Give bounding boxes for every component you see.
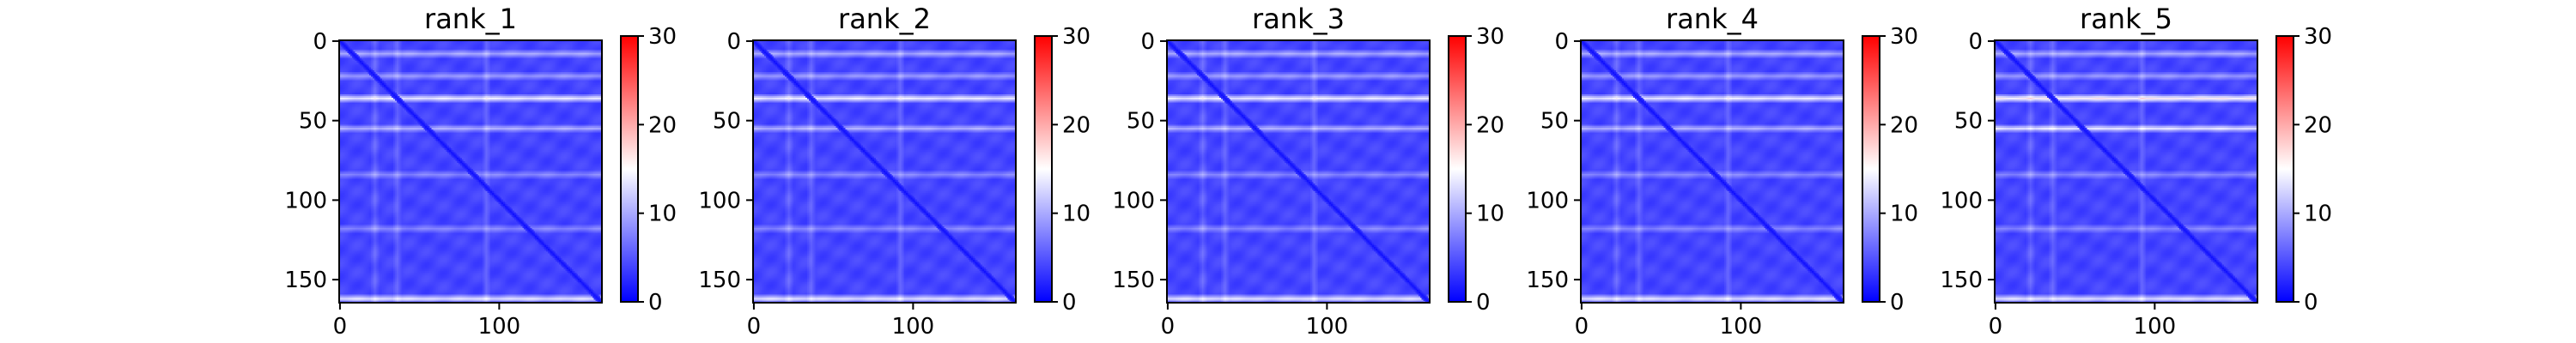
heatmap-image xyxy=(339,40,602,303)
x-tick-label: 100 xyxy=(2134,314,2177,340)
panel-title: rank_5 xyxy=(2080,3,2172,35)
y-tick-label: 100 xyxy=(1526,188,1569,214)
y-tick-label: 100 xyxy=(698,188,741,214)
axes-frame xyxy=(1994,39,2258,304)
heatmap-image xyxy=(1167,40,1430,303)
colorbar xyxy=(1862,36,1880,302)
colorbar-tick-label: 30 xyxy=(1062,24,1091,50)
x-tick-label: 0 xyxy=(1989,314,2003,340)
colorbar-tick-label: 20 xyxy=(648,112,677,138)
y-tick-label: 100 xyxy=(284,188,327,214)
colorbar xyxy=(1035,36,1052,302)
colorbar-tick-label: 10 xyxy=(1476,202,1504,227)
colorbar-tick-label: 0 xyxy=(648,290,663,316)
axes-frame xyxy=(338,39,603,304)
colorbar-frame xyxy=(1448,35,1467,303)
y-tick-label: 0 xyxy=(1140,29,1155,55)
y-tick-label: 0 xyxy=(1554,29,1569,55)
colorbar-tick-label: 20 xyxy=(1476,112,1504,138)
y-tick-label: 50 xyxy=(713,109,741,135)
heatmap-image xyxy=(1581,40,1844,303)
y-tick-label: 50 xyxy=(1127,109,1155,135)
y-tick-label: 100 xyxy=(1940,188,1983,214)
y-tick-label: 150 xyxy=(1112,268,1155,293)
heatmap-image xyxy=(1995,40,2257,303)
y-tick-label: 150 xyxy=(698,268,741,293)
x-tick-label: 100 xyxy=(1306,314,1349,340)
colorbar-tick-label: 30 xyxy=(1476,24,1504,50)
x-tick-label: 100 xyxy=(1720,314,1763,340)
y-tick-label: 50 xyxy=(1954,109,1983,135)
colorbar-tick-label: 30 xyxy=(648,24,677,50)
y-tick-label: 0 xyxy=(726,29,741,55)
colorbar xyxy=(2276,36,2293,302)
y-tick-label: 0 xyxy=(313,29,327,55)
x-tick-label: 0 xyxy=(747,314,762,340)
y-tick-label: 100 xyxy=(1112,188,1155,214)
colorbar xyxy=(1449,36,1466,302)
colorbar-frame xyxy=(620,35,639,303)
panel-title: rank_4 xyxy=(1666,3,1759,35)
colorbar-frame xyxy=(1862,35,1880,303)
x-tick-label: 0 xyxy=(1575,314,1589,340)
x-tick-label: 100 xyxy=(478,314,521,340)
y-tick-label: 150 xyxy=(1940,268,1983,293)
colorbar-tick-label: 20 xyxy=(1062,112,1091,138)
y-tick-label: 150 xyxy=(1526,268,1569,293)
colorbar-frame xyxy=(1034,35,1053,303)
y-tick-label: 150 xyxy=(284,268,327,293)
axes-frame xyxy=(1580,39,1844,304)
colorbar-tick-label: 20 xyxy=(2304,112,2332,138)
y-tick-label: 0 xyxy=(1968,29,1983,55)
y-tick-label: 50 xyxy=(1540,109,1569,135)
y-tick-label: 50 xyxy=(299,109,327,135)
colorbar-tick-label: 30 xyxy=(2304,24,2332,50)
colorbar-tick-label: 10 xyxy=(1062,202,1091,227)
heatmap-image xyxy=(753,40,1016,303)
axes-frame xyxy=(752,39,1017,304)
colorbar xyxy=(621,36,638,302)
colorbar-frame xyxy=(2275,35,2294,303)
colorbar-tick-label: 10 xyxy=(2304,202,2332,227)
axes-frame xyxy=(1166,39,1431,304)
colorbar-tick-label: 10 xyxy=(648,202,677,227)
x-tick-label: 100 xyxy=(892,314,935,340)
panel-title: rank_2 xyxy=(838,3,931,35)
x-tick-label: 0 xyxy=(333,314,348,340)
colorbar-tick-label: 20 xyxy=(1890,112,1918,138)
colorbar-tick-label: 30 xyxy=(1890,24,1918,50)
colorbar-tick-label: 0 xyxy=(1062,290,1077,316)
colorbar-tick-label: 10 xyxy=(1890,202,1918,227)
colorbar-tick-label: 0 xyxy=(1890,290,1905,316)
colorbar-tick-label: 0 xyxy=(2304,290,2318,316)
colorbar-tick-label: 0 xyxy=(1476,290,1491,316)
panel-title: rank_1 xyxy=(424,3,517,35)
panel-title: rank_3 xyxy=(1252,3,1345,35)
x-tick-label: 0 xyxy=(1161,314,1176,340)
